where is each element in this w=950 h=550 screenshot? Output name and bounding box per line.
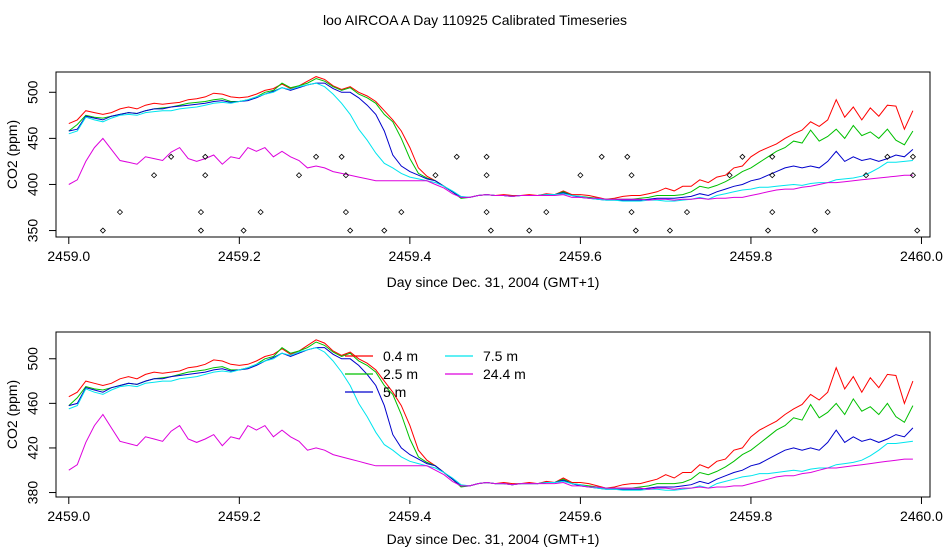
series-line-2-5-m <box>68 77 914 200</box>
x-tick-label: 2460.0 <box>900 248 943 264</box>
data-point-marker <box>526 227 533 234</box>
x-tick-label: 2459.6 <box>559 508 602 524</box>
series-line-0-4-m <box>68 76 914 200</box>
y-tick-label: 460 <box>25 391 41 415</box>
data-point-marker <box>914 227 921 234</box>
data-point-marker <box>483 209 490 216</box>
data-point-marker <box>295 172 303 179</box>
legend-label: 5 m <box>383 384 406 400</box>
data-point-marker <box>764 227 772 234</box>
x-axis-label: Day since Dec. 31, 2004 (GMT+1) <box>387 274 600 290</box>
data-point-marker <box>628 209 635 216</box>
series-line-24-4-m <box>68 413 913 490</box>
legend-label: 2.5 m <box>383 366 418 382</box>
x-tick-label: 2459.4 <box>388 248 431 264</box>
data-point-marker <box>726 172 733 179</box>
data-point-marker <box>628 172 635 179</box>
x-tick-label: 2459.2 <box>218 508 261 524</box>
data-point-marker <box>257 209 264 216</box>
data-point-marker <box>432 172 439 179</box>
figure-title: loo AIRCOA A Day 110925 Calibrated Times… <box>323 12 627 28</box>
y-axis-label: CO2 (ppm) <box>4 380 20 449</box>
data-point-marker <box>202 172 209 179</box>
data-point-marker <box>543 209 550 216</box>
y-tick-label: 420 <box>25 436 41 460</box>
data-point-marker <box>683 209 691 216</box>
y-tick-label: 400 <box>25 173 41 197</box>
legend-label: 24.4 m <box>483 366 526 382</box>
data-point-marker <box>909 153 917 160</box>
legend-label: 0.4 m <box>383 348 418 364</box>
data-point-marker <box>577 172 584 179</box>
series-line-24-4-m <box>68 137 913 201</box>
data-point-marker <box>342 209 349 216</box>
data-point-marker <box>598 153 605 160</box>
x-tick-label: 2459.8 <box>730 248 773 264</box>
data-point-marker <box>632 227 639 234</box>
y-axis-label: CO2 (ppm) <box>4 120 20 189</box>
data-point-marker <box>313 153 320 160</box>
data-point-marker <box>824 209 831 216</box>
y-tick-label: 350 <box>25 219 41 243</box>
data-point-marker <box>909 172 917 179</box>
data-point-marker <box>398 209 405 216</box>
bottom-chart-panel: 2459.0 2459.2 2459.4 2459.6 2459.8 2460.0 380 4… <box>4 331 943 547</box>
data-point-marker <box>811 227 818 234</box>
data-point-marker <box>168 153 175 160</box>
y-tick-label: 450 <box>25 126 41 150</box>
data-point-marker <box>769 172 776 179</box>
data-point-marker <box>666 227 673 234</box>
x-tick-label: 2460.0 <box>900 508 943 524</box>
y-tick-label: 500 <box>25 347 41 371</box>
data-point-marker <box>739 153 746 160</box>
top-chart-panel: 2459.0 2459.2 2459.4 2459.6 2459.8 2460.0 350 4… <box>4 71 943 290</box>
data-point-marker <box>884 153 891 160</box>
x-axis-label: Day since Dec. 31, 2004 (GMT+1) <box>387 531 600 547</box>
plot-frame <box>55 331 931 498</box>
x-tick-label: 2459.0 <box>47 248 90 264</box>
data-point-marker <box>197 227 205 234</box>
data-point-marker <box>150 172 158 179</box>
data-point-marker <box>381 227 388 234</box>
data-point-marker <box>342 172 349 179</box>
data-point-marker <box>338 153 345 160</box>
series-line-5-m <box>68 82 914 201</box>
y-tick-label: 500 <box>25 80 41 104</box>
data-point-marker <box>240 227 247 234</box>
y-tick-label: 380 <box>25 481 41 505</box>
data-point-marker <box>862 172 870 179</box>
legend-label: 7.5 m <box>483 348 518 364</box>
series-line-7-5-m <box>68 82 913 202</box>
data-point-marker <box>769 153 776 160</box>
plot-frame <box>55 71 931 238</box>
x-tick-label: 2459.0 <box>47 508 90 524</box>
x-tick-label: 2459.6 <box>559 248 602 264</box>
x-tick-label: 2459.2 <box>218 248 261 264</box>
data-point-marker <box>487 227 494 234</box>
data-point-marker <box>202 153 209 160</box>
data-point-marker <box>453 153 460 160</box>
data-point-marker <box>769 209 776 216</box>
data-point-marker <box>483 153 490 160</box>
x-tick-label: 2459.4 <box>388 508 431 524</box>
data-point-marker <box>197 209 205 216</box>
data-point-marker <box>99 227 106 234</box>
data-point-marker <box>116 209 124 216</box>
data-point-marker <box>347 227 354 234</box>
data-point-marker <box>624 153 631 160</box>
data-point-marker <box>483 172 490 179</box>
x-tick-label: 2459.8 <box>730 508 773 524</box>
